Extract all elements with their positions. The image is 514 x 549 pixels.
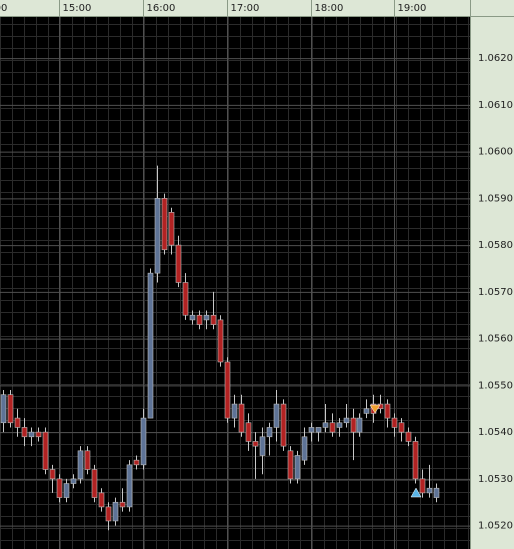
candle-body bbox=[63, 483, 70, 498]
candle-body bbox=[426, 487, 433, 494]
x-tick-label: 16:00 bbox=[147, 3, 176, 14]
y-tick-label: 1.0610 bbox=[478, 100, 513, 111]
y-tick-label: 1.0560 bbox=[478, 334, 513, 345]
candle-body bbox=[168, 212, 175, 246]
candle-body bbox=[259, 436, 266, 456]
candle-body bbox=[412, 441, 419, 480]
candle-body bbox=[7, 394, 14, 424]
candle-body bbox=[224, 361, 231, 419]
candle-body bbox=[133, 459, 140, 466]
y-tick-label: 1.0570 bbox=[478, 287, 513, 298]
candle-body bbox=[112, 501, 119, 522]
candle-body bbox=[343, 417, 350, 424]
candle-body bbox=[238, 403, 245, 433]
candle-body bbox=[350, 417, 357, 433]
candle-body bbox=[126, 464, 133, 508]
candle-body bbox=[287, 450, 294, 480]
grid bbox=[0, 16, 470, 549]
y-tick-label: 1.0550 bbox=[478, 380, 513, 391]
candle-body bbox=[252, 441, 259, 447]
sell-signal bbox=[369, 404, 381, 414]
candle-body bbox=[161, 198, 168, 251]
candle-body bbox=[405, 431, 412, 442]
y-tick-label: 1.0520 bbox=[478, 521, 513, 532]
candle-body bbox=[245, 422, 252, 442]
y-tick-label: 1.0600 bbox=[478, 147, 513, 158]
y-tick-label: 1.0620 bbox=[478, 53, 513, 64]
y-tick-label: 1.0540 bbox=[478, 427, 513, 438]
candle-body bbox=[56, 478, 63, 498]
candle-body bbox=[266, 427, 273, 438]
candle-body bbox=[210, 314, 217, 325]
y-tick-label: 1.0590 bbox=[478, 193, 513, 204]
candle-body bbox=[217, 319, 224, 363]
candle-body bbox=[329, 422, 336, 433]
time-axis-bar bbox=[0, 0, 514, 16]
candle-body bbox=[391, 417, 398, 428]
candle-body bbox=[336, 422, 343, 428]
candle-body bbox=[98, 492, 105, 508]
candle-body bbox=[196, 314, 203, 325]
candle-body bbox=[140, 417, 147, 466]
y-tick-label: 1.0580 bbox=[478, 240, 513, 251]
candle-body bbox=[398, 422, 405, 433]
candle-body bbox=[294, 455, 301, 480]
candle-body bbox=[280, 403, 287, 447]
x-tick-label: 18:00 bbox=[315, 3, 344, 14]
x-tick-label: 17:00 bbox=[231, 3, 260, 14]
candle-body bbox=[315, 427, 322, 433]
candle-body bbox=[35, 431, 42, 438]
candle-body bbox=[14, 417, 21, 428]
axis-labels: 1.0520 1.0530 1.0540 1.0550 1.0560 1.0570 1.05… bbox=[0, 0, 513, 532]
candle-body bbox=[308, 427, 315, 433]
candle-body bbox=[231, 403, 238, 419]
x-tick-label: 15:00 bbox=[63, 3, 92, 14]
candle-body bbox=[419, 478, 426, 494]
x-tick-label: 19:00 bbox=[398, 3, 427, 14]
price-axis-panel bbox=[470, 0, 514, 549]
candle-body bbox=[42, 431, 49, 470]
candle-body bbox=[91, 469, 98, 498]
candle-body bbox=[175, 244, 182, 283]
y-tick-label: 1.0530 bbox=[478, 474, 513, 485]
candle-body bbox=[273, 403, 280, 428]
candle-body bbox=[147, 272, 154, 419]
candle-body bbox=[0, 394, 7, 424]
candle-body bbox=[70, 478, 77, 484]
minor-grid bbox=[0, 16, 470, 549]
candle-body bbox=[21, 427, 28, 438]
candle-body bbox=[105, 506, 112, 522]
candle-body bbox=[49, 469, 56, 480]
candle-body bbox=[154, 198, 161, 274]
candle-body bbox=[356, 417, 363, 433]
buy-signal bbox=[410, 487, 422, 498]
candle-body bbox=[119, 501, 126, 508]
candle-body bbox=[182, 282, 189, 316]
candle-body bbox=[189, 314, 196, 321]
candle-body bbox=[203, 314, 210, 321]
candle-body bbox=[301, 436, 308, 461]
candle-body bbox=[433, 487, 440, 498]
candle-body bbox=[322, 422, 329, 428]
candle-body bbox=[384, 403, 391, 419]
x-tick-label: 14:00 bbox=[0, 3, 7, 14]
candle-body bbox=[77, 450, 84, 480]
candle-body bbox=[363, 408, 370, 414]
candle-body bbox=[84, 450, 91, 470]
candle-body bbox=[28, 431, 35, 438]
